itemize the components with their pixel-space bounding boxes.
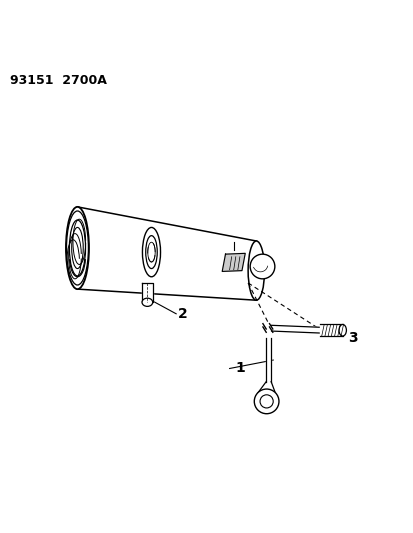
- Ellipse shape: [145, 236, 157, 269]
- Ellipse shape: [247, 241, 264, 300]
- Ellipse shape: [259, 395, 273, 408]
- Polygon shape: [222, 253, 244, 271]
- Ellipse shape: [338, 325, 346, 336]
- Ellipse shape: [254, 389, 278, 414]
- Text: 2: 2: [178, 307, 188, 321]
- Polygon shape: [319, 325, 342, 336]
- Text: 3: 3: [347, 332, 356, 345]
- Text: 1: 1: [235, 361, 245, 375]
- Text: 93151  2700A: 93151 2700A: [9, 74, 106, 87]
- Ellipse shape: [66, 211, 88, 285]
- Ellipse shape: [69, 220, 85, 276]
- Polygon shape: [271, 325, 321, 333]
- Ellipse shape: [142, 298, 152, 306]
- Ellipse shape: [249, 254, 274, 279]
- Polygon shape: [266, 338, 271, 382]
- Polygon shape: [142, 283, 152, 302]
- Ellipse shape: [71, 228, 83, 269]
- Ellipse shape: [142, 228, 160, 277]
- Ellipse shape: [66, 207, 89, 289]
